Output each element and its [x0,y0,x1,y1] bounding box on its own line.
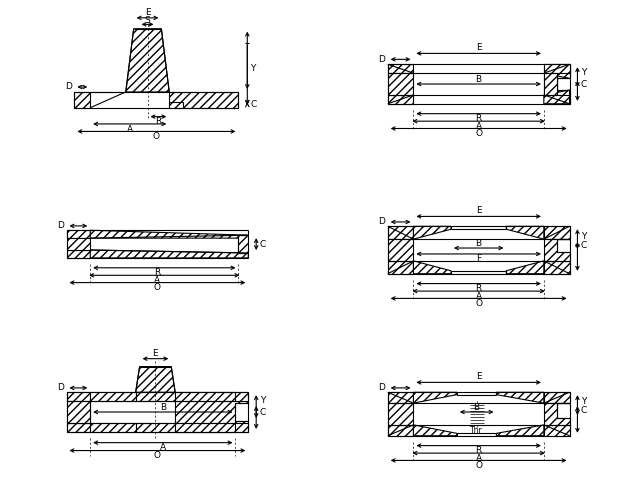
Text: C: C [250,100,257,110]
Text: O: O [475,299,482,308]
Polygon shape [67,392,90,401]
Text: E: E [152,348,158,358]
Text: D: D [378,218,385,226]
Text: A: A [127,124,133,134]
Polygon shape [544,73,557,95]
Text: O: O [475,129,482,138]
Polygon shape [90,423,136,432]
Polygon shape [388,239,413,261]
Polygon shape [388,403,413,425]
Text: E: E [476,206,481,216]
Polygon shape [67,423,90,432]
Text: D: D [58,222,65,230]
Polygon shape [497,425,544,436]
Text: O: O [154,283,161,292]
Polygon shape [67,401,90,423]
Text: Y: Y [581,232,586,241]
Text: C: C [580,80,587,88]
Polygon shape [388,261,413,274]
Text: B: B [474,402,480,411]
Text: A: A [476,292,482,300]
Polygon shape [544,392,570,403]
Text: A: A [476,122,482,131]
Polygon shape [175,423,236,432]
Polygon shape [74,92,90,108]
Polygon shape [136,423,175,432]
Text: O: O [154,451,161,460]
Text: A: A [160,444,166,452]
Polygon shape [388,425,413,436]
Text: O: O [153,132,160,141]
Text: Y: Y [581,398,586,406]
Text: D: D [57,384,64,392]
Text: D: D [378,55,385,64]
Polygon shape [544,64,570,78]
Text: Thr: Thr [470,426,483,436]
Text: A: A [476,454,482,462]
Text: B: B [476,238,482,248]
Text: R: R [476,446,482,455]
Polygon shape [169,92,239,108]
Text: C: C [259,408,266,416]
Polygon shape [544,90,570,104]
Polygon shape [388,64,413,73]
Polygon shape [388,73,413,95]
Text: B: B [476,74,482,84]
Polygon shape [388,95,413,104]
Polygon shape [544,425,570,436]
Polygon shape [544,239,570,261]
Polygon shape [506,226,544,239]
Text: C: C [259,240,266,248]
Polygon shape [413,392,457,403]
Polygon shape [175,392,248,432]
Text: D: D [378,384,385,392]
Text: Y: Y [250,64,256,72]
Polygon shape [136,366,175,392]
Polygon shape [497,392,544,403]
Polygon shape [388,392,413,403]
Polygon shape [544,261,570,274]
Text: C: C [580,241,587,250]
Text: E: E [476,44,481,52]
Polygon shape [90,230,248,238]
Polygon shape [413,425,457,436]
Polygon shape [239,235,248,253]
Text: R: R [476,284,482,293]
Text: A: A [154,276,161,285]
Polygon shape [544,64,570,104]
Text: R: R [156,118,161,126]
Polygon shape [67,238,90,250]
Text: E: E [145,8,150,17]
Polygon shape [90,250,248,258]
Text: F: F [476,254,481,264]
Polygon shape [544,226,570,239]
Text: Y: Y [581,68,586,78]
Text: Y: Y [260,396,265,406]
Polygon shape [506,261,544,274]
Polygon shape [388,226,413,239]
Polygon shape [67,230,90,238]
Text: B: B [160,402,166,411]
Text: R: R [154,268,161,278]
Text: D: D [65,82,72,92]
Text: S: S [145,16,150,24]
Polygon shape [413,226,451,239]
Polygon shape [175,392,236,401]
Polygon shape [136,392,175,401]
Polygon shape [544,403,570,425]
Text: E: E [476,372,481,382]
Polygon shape [126,28,169,92]
Text: R: R [476,114,482,124]
Polygon shape [413,261,451,274]
Text: C: C [580,406,587,415]
Polygon shape [67,250,90,258]
Polygon shape [90,392,136,401]
Text: O: O [475,461,482,470]
